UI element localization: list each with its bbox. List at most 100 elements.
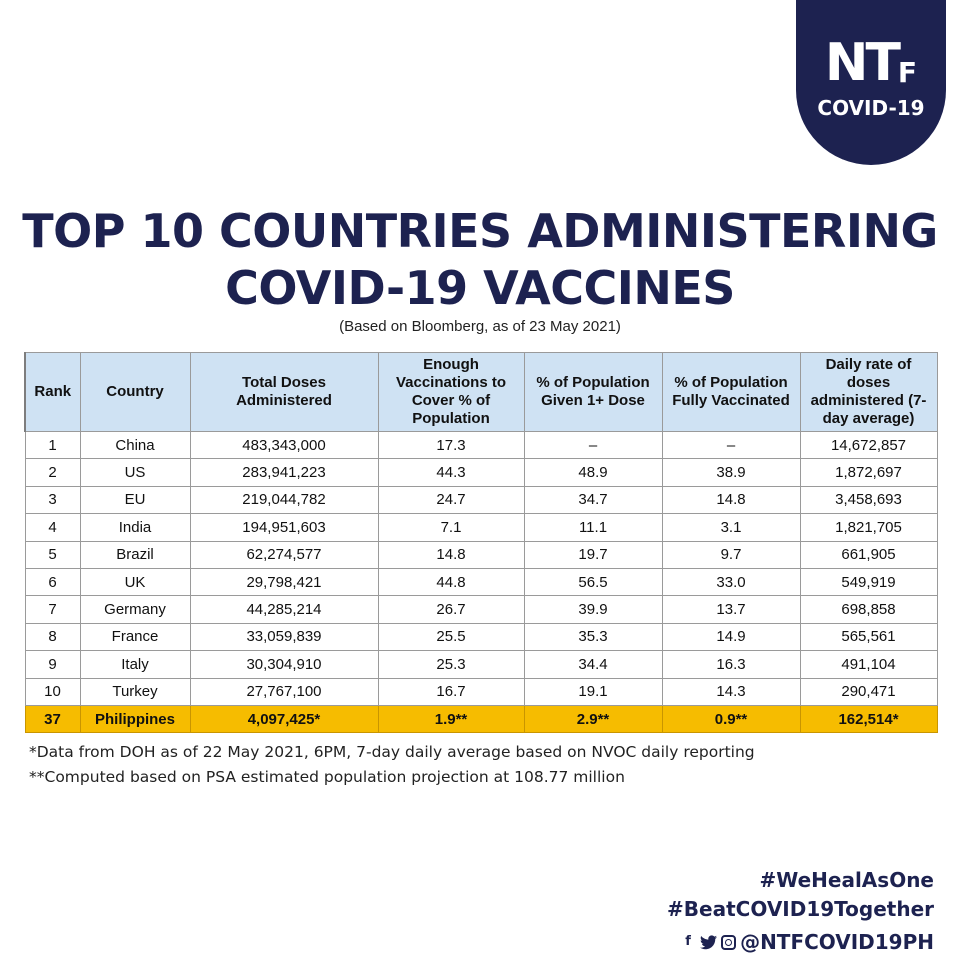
cell-rank: 1	[24, 430, 81, 460]
cell-one-dose: 35.3	[523, 622, 663, 652]
table-header-row: Rank Country Total Doses Administered En…	[24, 352, 938, 432]
cell-total-doses: 44,285,214	[189, 595, 379, 624]
table-row: 2 US 283,941,223 44.3 48.9 38.9 1,872,697	[24, 458, 938, 487]
cell-rank: 5	[24, 540, 81, 569]
cell-total-doses: 27,767,100	[189, 677, 379, 706]
header-total-doses: Total Doses Administered	[189, 352, 379, 432]
cell-one-dose: 56.5	[523, 567, 663, 597]
cell-one-dose: 19.7	[523, 540, 663, 569]
title-line-1: TOP 10 COUNTRIES ADMINISTERING	[22, 204, 938, 258]
cell-country: EU	[79, 485, 191, 515]
cell-daily-rate: 565,561	[799, 622, 938, 652]
cell-country: France	[79, 622, 191, 652]
cell-total-doses: 4,097,425*	[189, 704, 379, 734]
cell-rank: 37	[24, 704, 81, 734]
cell-total-doses: 30,304,910	[189, 650, 379, 679]
table-row-highlight: 37 Philippines 4,097,425* 1.9** 2.9** 0.9** 16…	[24, 704, 938, 734]
cell-daily-rate: 1,872,697	[799, 458, 938, 487]
cell-fully-vaccinated: 16.3	[661, 650, 801, 679]
vaccine-table: Rank Country Total Doses Administered En…	[24, 352, 938, 734]
header-one-dose: % of Population Given 1+ Dose	[523, 352, 663, 432]
cell-rank: 7	[24, 595, 81, 624]
cell-coverage: 7.1	[377, 513, 525, 542]
cell-coverage: 16.7	[377, 677, 525, 706]
table-row: 9 Italy 30,304,910 25.3 34.4 16.3 491,104	[24, 650, 938, 679]
header-fully-vaccinated: % of Population Fully Vaccinated	[661, 352, 801, 432]
cell-rank: 8	[24, 622, 81, 652]
cell-country: China	[79, 430, 191, 460]
social-handle: @NTFCOVID19PH	[740, 929, 934, 954]
cell-fully-vaccinated: –	[661, 430, 801, 460]
twitter-icon	[700, 934, 718, 949]
logo-tagline: COVID-19	[817, 96, 925, 120]
header-daily-rate: Daily rate of doses administered (7-day …	[799, 352, 938, 432]
table-row: 4 India 194,951,603 7.1 11.1 3.1 1,821,705	[24, 513, 938, 542]
table-row: 6 UK 29,798,421 44.8 56.5 33.0 549,919	[24, 567, 938, 597]
cell-country: Italy	[79, 650, 191, 679]
hashtag-2: #BeatCOVID19Together	[667, 897, 934, 921]
table-row: 7 Germany 44,285,214 26.7 39.9 13.7 698,858	[24, 595, 938, 624]
cell-country: UK	[79, 567, 191, 597]
table-row: 1 China 483,343,000 17.3– –14,672,857	[24, 430, 938, 460]
cell-fully-vaccinated: 14.9	[661, 622, 801, 652]
page-title: TOP 10 COUNTRIES ADMINISTERING COVID-19 …	[0, 203, 960, 317]
cell-country: Brazil	[79, 540, 191, 569]
cell-total-doses: 29,798,421	[189, 567, 379, 597]
cell-daily-rate: 1,821,705	[799, 513, 938, 542]
footnote-1: *Data from DOH as of 22 May 2021, 6PM, 7…	[29, 743, 755, 761]
cell-fully-vaccinated: 3.1	[661, 513, 801, 542]
hashtags-block: #WeHealAsOne #BeatCOVID19Together f @NTF…	[667, 866, 934, 957]
cell-coverage: 24.7	[377, 485, 525, 515]
cell-country: Turkey	[79, 677, 191, 706]
logo-mark: NTF	[824, 33, 918, 93]
cell-rank: 4	[24, 513, 81, 542]
cell-country: Philippines	[79, 704, 191, 734]
cell-fully-vaccinated: 9.7	[661, 540, 801, 569]
header-coverage: Enough Vaccinations to Cover % of Popula…	[377, 352, 525, 432]
header-country: Country	[79, 352, 191, 432]
cell-coverage: 17.3	[377, 430, 525, 460]
title-line-2: COVID-19 VACCINES	[225, 261, 735, 315]
social-row: f @NTFCOVID19PH	[667, 924, 934, 957]
cell-fully-vaccinated: 38.9	[661, 458, 801, 487]
cell-fully-vaccinated: 33.0	[661, 567, 801, 597]
table-row: 5 Brazil 62,274,577 14.8 19.7 9.7 661,905	[24, 540, 938, 569]
cell-coverage: 14.8	[377, 540, 525, 569]
cell-one-dose: 2.9**	[523, 704, 663, 734]
table-row: 8 France 33,059,839 25.5 35.3 14.9 565,561	[24, 622, 938, 652]
cell-coverage: 44.3	[377, 458, 525, 487]
table-row: 10 Turkey 27,767,100 16.7 19.1 14.3 290,471	[24, 677, 938, 706]
cell-daily-rate: 14,672,857	[799, 430, 938, 460]
cell-daily-rate: 290,471	[799, 677, 938, 706]
footnote-2: **Computed based on PSA estimated popula…	[29, 768, 625, 786]
cell-fully-vaccinated: 14.8	[661, 485, 801, 515]
cell-daily-rate: 491,104	[799, 650, 938, 679]
cell-total-doses: 283,941,223	[189, 458, 379, 487]
cell-daily-rate: 549,919	[799, 567, 938, 597]
cell-fully-vaccinated: 13.7	[661, 595, 801, 624]
cell-total-doses: 483,343,000	[189, 430, 379, 460]
cell-one-dose: –	[523, 430, 663, 460]
cell-rank: 10	[24, 677, 81, 706]
cell-one-dose: 39.9	[523, 595, 663, 624]
cell-coverage: 44.8	[377, 567, 525, 597]
cell-daily-rate: 3,458,693	[799, 485, 938, 515]
header-rank: Rank	[24, 352, 81, 432]
cell-one-dose: 34.7	[523, 485, 663, 515]
table-body: 1 China 483,343,000 17.3– –14,672,857 2 US 283,…	[24, 430, 938, 734]
cell-coverage: 1.9**	[377, 704, 525, 734]
cell-one-dose: 11.1	[523, 513, 663, 542]
cell-total-doses: 219,044,782	[189, 485, 379, 515]
cell-one-dose: 48.9	[523, 458, 663, 487]
cell-rank: 9	[24, 650, 81, 679]
instagram-icon	[721, 934, 737, 950]
cell-one-dose: 19.1	[523, 677, 663, 706]
cell-total-doses: 194,951,603	[189, 513, 379, 542]
cell-one-dose: 34.4	[523, 650, 663, 679]
cell-coverage: 26.7	[377, 595, 525, 624]
cell-fully-vaccinated: 14.3	[661, 677, 801, 706]
ntf-covid19-logo: NTF COVID-19	[796, 0, 946, 165]
cell-coverage: 25.3	[377, 650, 525, 679]
cell-rank: 3	[24, 485, 81, 515]
cell-rank: 2	[24, 458, 81, 487]
